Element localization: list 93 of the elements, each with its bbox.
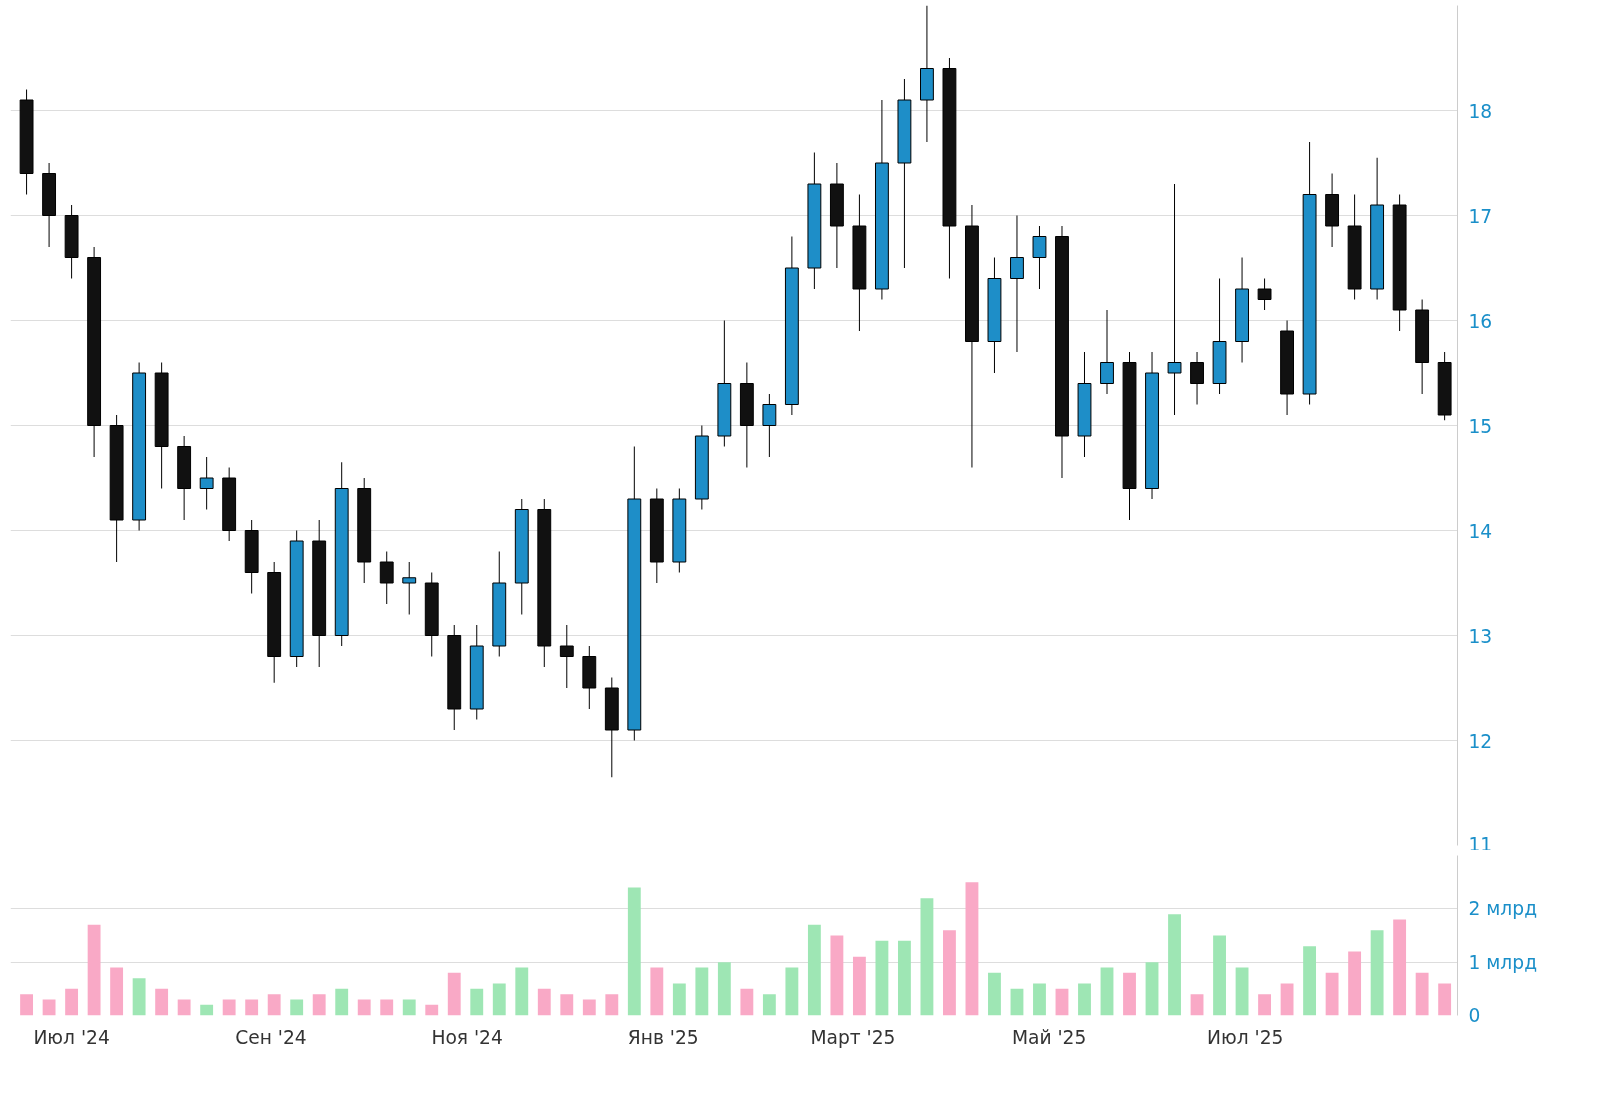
bar	[492, 983, 506, 1016]
bar	[1438, 983, 1452, 1016]
y-tick-label: 18	[1468, 100, 1493, 122]
bar	[290, 999, 304, 1016]
y-tick-label: 17	[1468, 205, 1493, 227]
candlestick	[1100, 309, 1114, 395]
candlestick	[762, 393, 777, 458]
y-tick-label: 1 млрд	[1468, 951, 1538, 973]
bar	[110, 967, 124, 1016]
bar	[560, 994, 574, 1016]
bar	[605, 994, 619, 1016]
bar	[1123, 972, 1136, 1016]
bar	[65, 988, 79, 1016]
y-tick-label: 0	[1468, 1005, 1481, 1026]
bar	[20, 994, 34, 1016]
bar	[920, 898, 934, 1016]
candlestick	[199, 456, 214, 510]
bar	[222, 999, 236, 1016]
bar	[155, 988, 169, 1016]
x-tick-label: Ноя '24	[431, 1026, 503, 1048]
x-tick-label: Март '25	[810, 1026, 896, 1048]
bar	[380, 999, 394, 1016]
candlestick	[559, 624, 574, 689]
bar	[717, 962, 731, 1016]
bar	[740, 988, 754, 1016]
y-tick-label: 12	[1468, 730, 1493, 752]
bar	[875, 940, 889, 1016]
y-tick-label: 16	[1468, 310, 1493, 332]
bar	[1370, 930, 1384, 1016]
bar	[897, 940, 911, 1016]
bar	[650, 967, 664, 1016]
bar	[785, 967, 799, 1016]
candlestick	[1167, 183, 1182, 416]
bar	[470, 988, 484, 1016]
bar	[402, 999, 416, 1016]
bar	[1415, 972, 1429, 1016]
bar	[1213, 935, 1226, 1016]
bar	[943, 930, 956, 1016]
bar	[177, 999, 191, 1016]
bar	[87, 924, 101, 1016]
y-tick-label: 11	[1468, 833, 1493, 855]
bar	[1033, 983, 1046, 1016]
bar	[425, 1004, 439, 1016]
bar	[515, 967, 529, 1016]
bar	[267, 994, 281, 1016]
bar	[1010, 988, 1024, 1016]
y-tick-label: 15	[1468, 415, 1493, 437]
bar	[1190, 994, 1204, 1016]
bar	[1055, 988, 1069, 1016]
candlestick	[1010, 215, 1024, 353]
bar	[965, 882, 979, 1016]
bar	[582, 999, 596, 1016]
candlestick	[1257, 278, 1272, 311]
bar	[132, 978, 146, 1016]
bar	[1100, 967, 1114, 1016]
bar	[1303, 946, 1317, 1016]
bar	[1078, 983, 1091, 1016]
bar	[762, 994, 776, 1016]
bar	[1325, 972, 1339, 1016]
bar	[852, 956, 866, 1016]
y-tick-label: 14	[1468, 520, 1493, 542]
bar	[695, 967, 709, 1016]
bar	[245, 999, 259, 1016]
bar	[1258, 994, 1271, 1016]
candlestick	[1190, 351, 1204, 405]
bar	[988, 972, 1001, 1016]
bar	[200, 1004, 214, 1016]
bar	[1280, 983, 1294, 1016]
bar	[1393, 919, 1407, 1016]
bar	[1168, 914, 1181, 1016]
bar	[42, 999, 56, 1016]
bar	[830, 935, 844, 1016]
candlestick	[1032, 225, 1047, 290]
bar	[1235, 967, 1249, 1016]
bar	[312, 994, 326, 1016]
x-tick-label: Июл '24	[33, 1026, 110, 1048]
bar	[807, 924, 821, 1016]
x-tick-label: Янв '25	[627, 1026, 699, 1048]
bar	[1145, 962, 1159, 1016]
x-tick-label: Май '25	[1011, 1026, 1087, 1048]
bar	[537, 988, 551, 1016]
y-tick-label: 13	[1468, 625, 1493, 647]
bar	[672, 983, 686, 1016]
y-tick-label: 2 млрд	[1468, 898, 1538, 920]
candlestick	[379, 551, 394, 605]
bar	[1348, 951, 1362, 1016]
bar	[447, 972, 461, 1016]
x-tick-label: Июл '25	[1207, 1026, 1284, 1048]
bar	[335, 988, 349, 1016]
candlestick	[402, 561, 417, 615]
bar	[357, 999, 371, 1016]
bar	[627, 887, 641, 1016]
x-tick-label: Сен '24	[235, 1026, 307, 1048]
